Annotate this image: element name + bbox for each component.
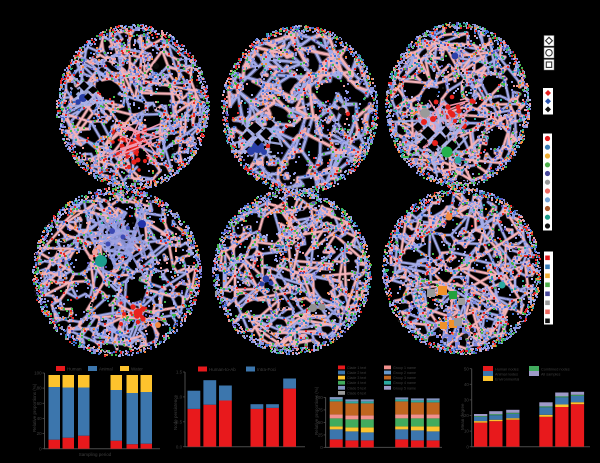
svg-text:20: 20 xyxy=(37,431,43,436)
svg-text:Group 5 name: Group 5 name xyxy=(393,386,416,390)
svg-text:100: 100 xyxy=(34,371,42,376)
svg-text:60: 60 xyxy=(37,401,43,406)
svg-text:Combined nodes: Combined nodes xyxy=(541,368,570,372)
svg-text:Animal: Animal xyxy=(99,367,113,372)
svg-text:Clade 5 text: Clade 5 text xyxy=(347,386,366,390)
svg-text:Node persistence: Node persistence xyxy=(173,394,178,430)
svg-text:Clade 2 text: Clade 2 text xyxy=(347,371,366,375)
svg-text:Human-to-Ab: Human-to-Ab xyxy=(209,367,236,372)
svg-text:Water: Water xyxy=(131,367,143,372)
svg-text:Animal nodes: Animal nodes xyxy=(495,373,518,377)
svg-text:1.0: 1.0 xyxy=(176,395,183,400)
svg-text:75: 75 xyxy=(318,408,324,413)
svg-text:Relative proportions (%): Relative proportions (%) xyxy=(314,386,319,435)
svg-text:20: 20 xyxy=(464,413,470,418)
svg-text:Clade 4 text: Clade 4 text xyxy=(347,381,366,385)
svg-text:10: 10 xyxy=(464,429,470,434)
svg-text:40: 40 xyxy=(37,416,43,421)
svg-text:1.5: 1.5 xyxy=(176,370,183,375)
svg-text:Relative proportions (%): Relative proportions (%) xyxy=(32,383,37,432)
svg-text:Group 3 name: Group 3 name xyxy=(393,376,416,380)
svg-text:40: 40 xyxy=(464,382,470,387)
svg-text:0.5: 0.5 xyxy=(176,419,183,424)
svg-text:Clade 6 text: Clade 6 text xyxy=(347,391,366,395)
svg-text:100: 100 xyxy=(315,395,323,400)
svg-text:0: 0 xyxy=(39,446,42,451)
svg-text:50: 50 xyxy=(318,420,324,425)
svg-text:Environmental: Environmental xyxy=(495,378,519,382)
svg-text:30: 30 xyxy=(464,398,470,403)
svg-text:Group 4 name: Group 4 name xyxy=(393,381,416,385)
svg-text:0: 0 xyxy=(320,445,323,450)
svg-text:Sampling period: Sampling period xyxy=(79,452,112,457)
svg-text:Intra-Foci: Intra-Foci xyxy=(257,367,276,372)
svg-text:0: 0 xyxy=(466,444,469,449)
svg-text:80: 80 xyxy=(37,386,43,391)
svg-text:Clade 3 text: Clade 3 text xyxy=(347,376,366,380)
svg-text:Group 2 name: Group 2 name xyxy=(393,371,416,375)
svg-text:Mean degree: Mean degree xyxy=(460,403,465,430)
svg-text:25: 25 xyxy=(318,433,324,438)
svg-text:50: 50 xyxy=(464,366,470,371)
svg-text:0.0: 0.0 xyxy=(176,444,183,449)
svg-text:Human nodes: Human nodes xyxy=(495,368,519,372)
svg-text:All samples: All samples xyxy=(541,373,561,377)
svg-text:Group 1 name: Group 1 name xyxy=(393,366,416,370)
svg-text:Human: Human xyxy=(67,367,82,372)
svg-text:Clade 1 text: Clade 1 text xyxy=(347,366,366,370)
